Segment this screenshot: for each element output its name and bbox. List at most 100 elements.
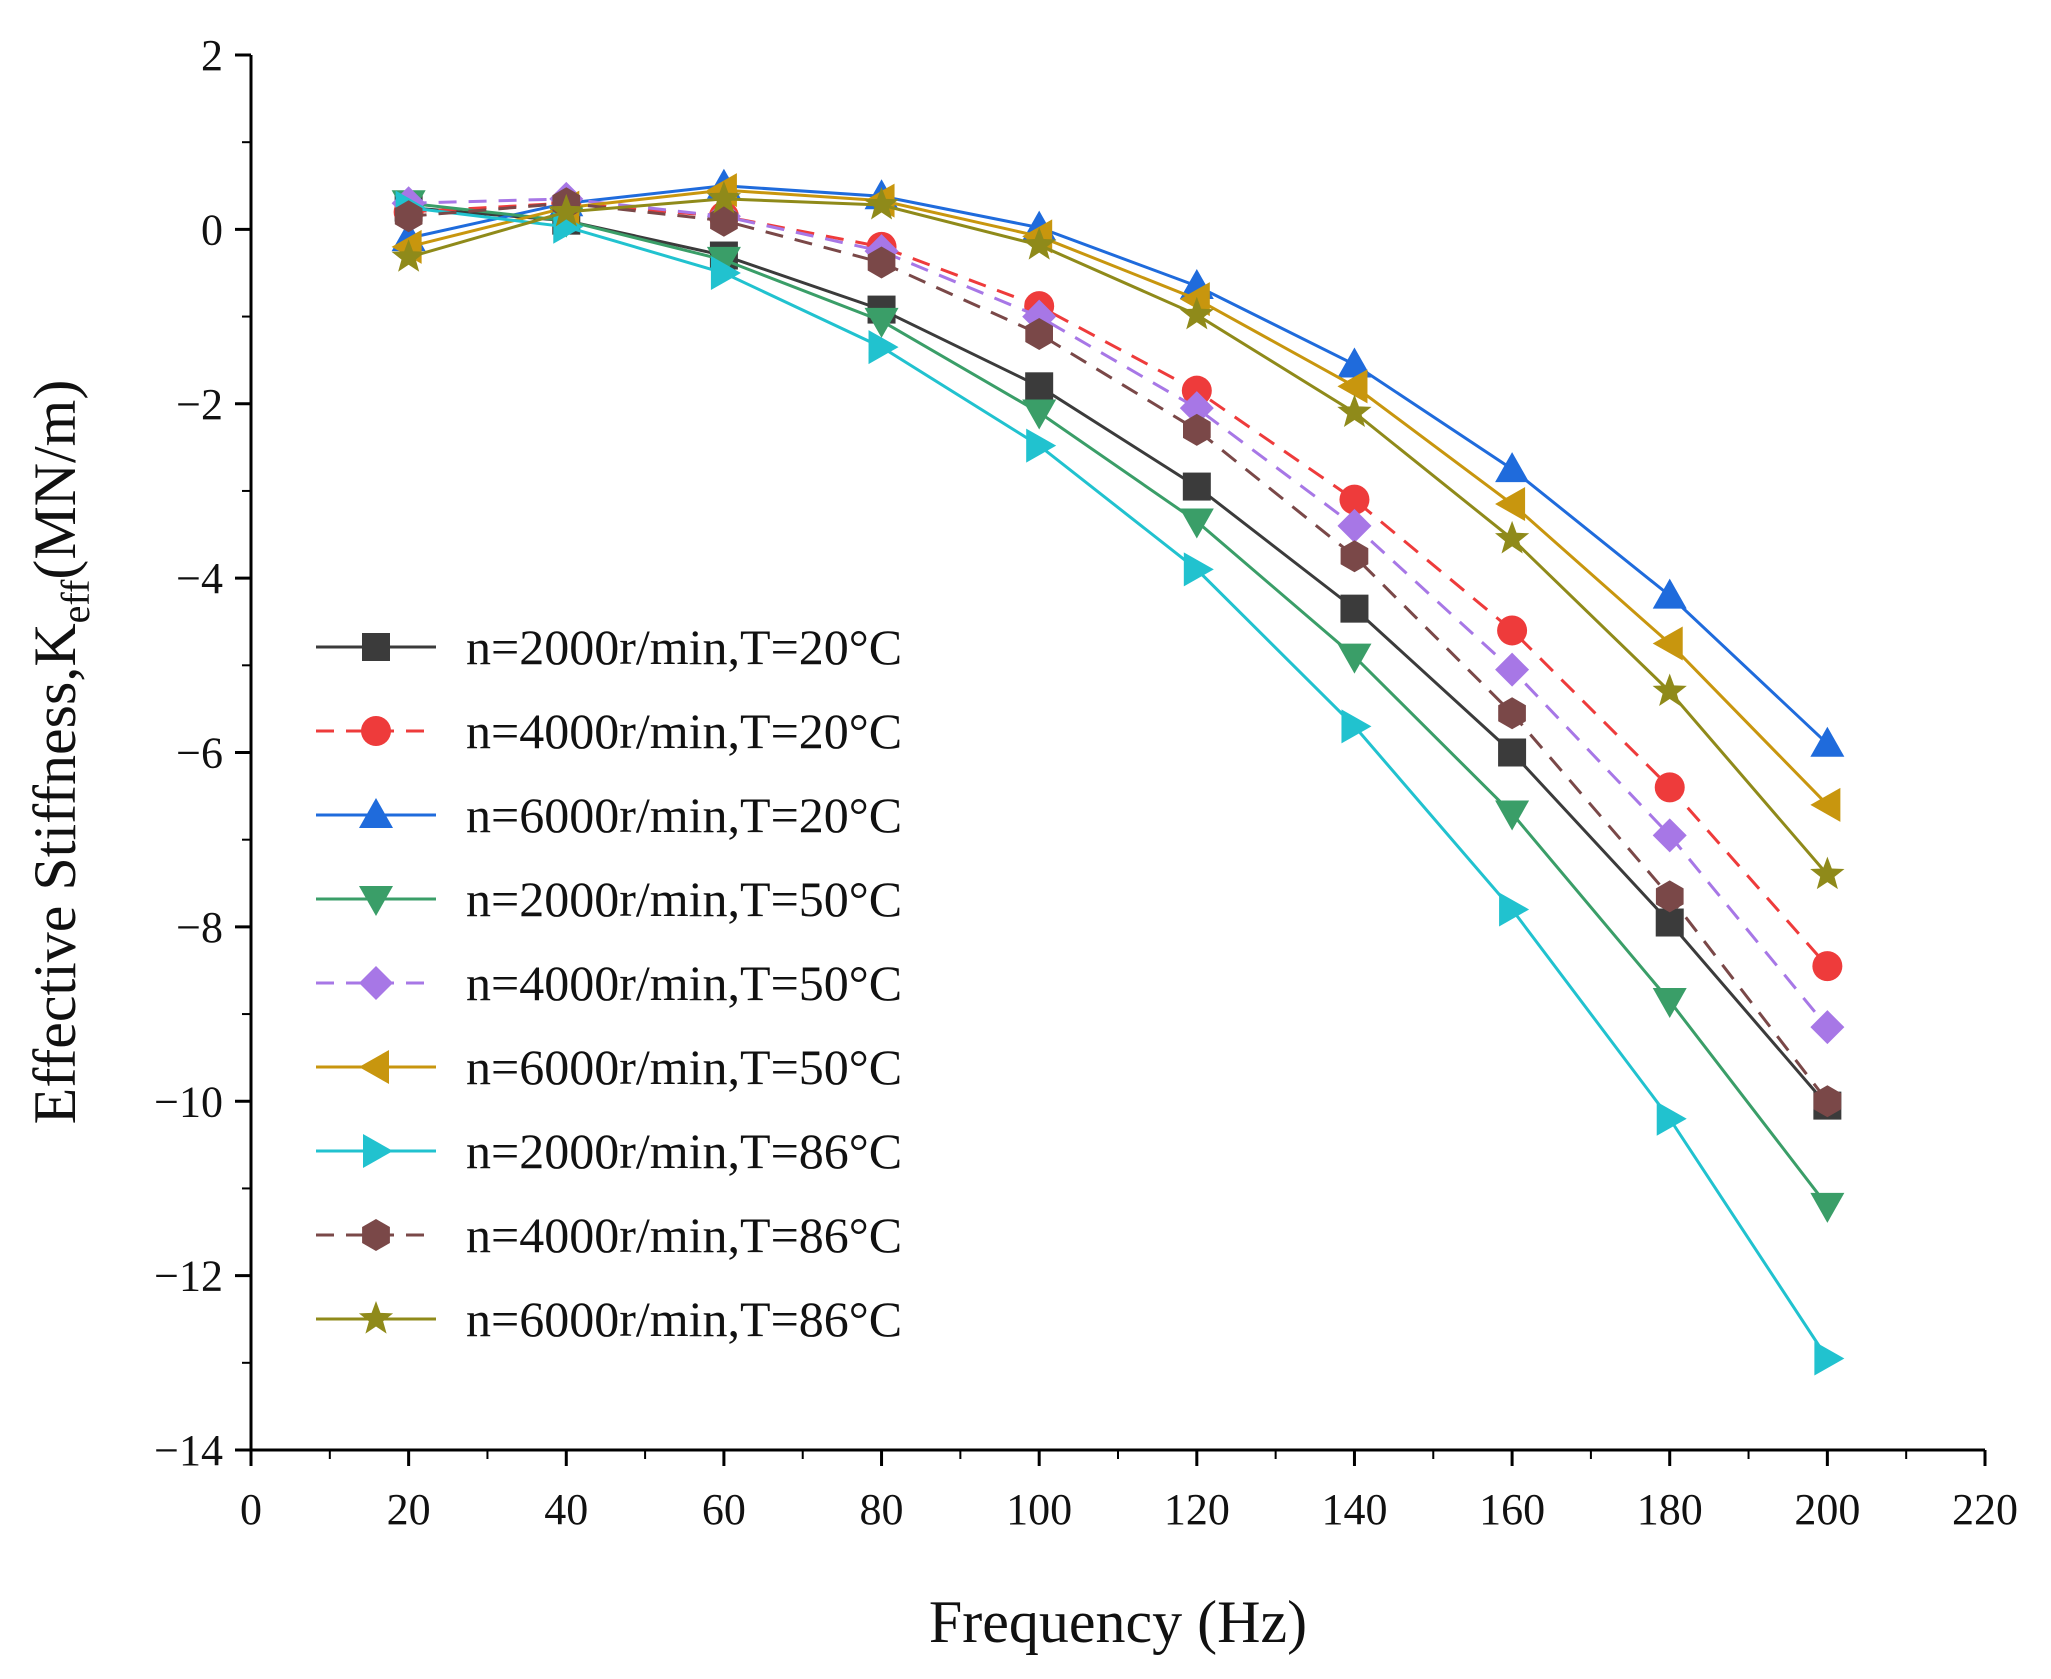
series-1-point: [1340, 594, 1369, 623]
legend-item: n=6000r/min,T=86°C: [316, 1291, 902, 1347]
series-6-line: [408, 188, 1829, 806]
legend-item: n=2000r/min,T=50°C: [316, 871, 902, 927]
series-7-point: [1341, 709, 1372, 744]
series-layer: [391, 168, 1845, 1376]
x-tick-label: 100: [1006, 1485, 1072, 1534]
series-8-point: [1813, 1085, 1842, 1118]
series-8-line: [408, 201, 1829, 1103]
y-tick-label: −12: [154, 1252, 223, 1301]
series-1-point: [1655, 908, 1684, 937]
series-6-point: [1179, 282, 1210, 317]
series-9-point: [706, 180, 741, 214]
legend-marker: [361, 716, 391, 746]
series-7-point: [1499, 892, 1530, 927]
series-1-line: [408, 206, 1829, 1107]
series-7: [395, 190, 1845, 1376]
series-7-point: [1814, 1341, 1845, 1376]
series-3-point: [1652, 578, 1687, 609]
x-tick-label: 180: [1637, 1485, 1703, 1534]
series-5-point: [1810, 1010, 1845, 1045]
legend-label: n=6000r/min,T=50°C: [466, 1039, 902, 1095]
series-5-point: [1337, 508, 1372, 543]
y-tick-label: −2: [176, 380, 223, 429]
series-7-line: [408, 206, 1829, 1360]
series-3-line: [408, 184, 1829, 745]
y-tick-label: −4: [176, 554, 223, 603]
series-8-point: [1498, 697, 1526, 730]
legend-item: n=2000r/min,T=86°C: [316, 1123, 902, 1179]
series-9: [391, 180, 1845, 890]
series-5-point: [1179, 391, 1214, 426]
x-tick-label: 120: [1164, 1485, 1230, 1534]
series-2-point: [1497, 615, 1528, 646]
series-9-point: [1337, 394, 1372, 427]
y-tick-label: 0: [201, 205, 223, 254]
x-tick-label: 20: [387, 1485, 431, 1534]
y-axis-title-subscript: eff: [53, 579, 98, 623]
x-tick-label: 200: [1794, 1485, 1860, 1534]
legend-label: n=6000r/min,T=20°C: [466, 787, 902, 843]
series-1-point: [1025, 372, 1054, 401]
series-3-point: [1495, 452, 1530, 483]
series-8-point: [1655, 880, 1684, 913]
y-tick-label: −8: [176, 903, 223, 952]
y-tick-label: −14: [154, 1426, 223, 1475]
series-9-point: [1810, 856, 1845, 890]
y-tick-label: −6: [176, 729, 223, 778]
x-tick-label: 220: [1952, 1485, 2018, 1534]
series-7-point: [868, 330, 899, 365]
series-9-point: [1179, 296, 1214, 330]
series-9-point: [1022, 227, 1057, 260]
series-4-point: [864, 307, 899, 338]
legend-item: n=4000r/min,T=20°C: [316, 703, 902, 759]
x-tick-label: 60: [702, 1485, 746, 1534]
series-8-point: [1340, 540, 1369, 573]
legend: n=2000r/min,T=20°C n=4000r/min,T=20°C n=60…: [316, 619, 902, 1347]
series-4-point: [1495, 800, 1530, 831]
x-tick-label: 0: [240, 1485, 262, 1534]
series-7-point: [1183, 552, 1214, 587]
legend-label: n=4000r/min,T=50°C: [466, 955, 902, 1011]
series-9-point: [1495, 520, 1530, 554]
series-1-point: [1182, 472, 1211, 501]
x-axis-ticks: 0 20 40 60 80 100 120 140 160 180 200 220: [240, 1450, 2018, 1534]
y-tick-label: −10: [154, 1077, 223, 1126]
series-8-point: [710, 204, 738, 237]
legend-marker: [359, 1050, 389, 1084]
series-4-point: [1022, 399, 1057, 430]
x-axis-title: Frequency (Hz): [929, 1589, 1307, 1655]
legend-label: n=2000r/min,T=20°C: [466, 619, 902, 675]
series-7-point: [1656, 1101, 1687, 1136]
series-5-line: [408, 197, 1829, 1029]
legend-marker: [363, 1134, 393, 1168]
series-9-point: [864, 187, 899, 220]
series-2-point: [1181, 375, 1212, 406]
series-9-point: [391, 239, 426, 272]
series-2-point: [1654, 772, 1685, 803]
x-tick-label: 160: [1479, 1485, 1545, 1534]
legend-label: n=4000r/min,T=20°C: [466, 703, 902, 759]
y-axis-ticks: 2 0 −2 −4 −6 −8 −10 −12 −14: [154, 31, 251, 1475]
legend-marker: [359, 886, 393, 916]
series-6-point: [1337, 369, 1368, 404]
legend-item: n=6000r/min,T=50°C: [316, 1039, 902, 1095]
legend-label: n=2000r/min,T=86°C: [466, 1123, 902, 1179]
x-tick-label: 80: [860, 1485, 904, 1534]
legend-item: n=4000r/min,T=86°C: [316, 1207, 902, 1263]
series-2-point: [1812, 951, 1843, 982]
series-3-point: [1337, 347, 1372, 378]
series-8-point: [1025, 318, 1053, 350]
series-2-point: [1339, 484, 1370, 515]
series-8-point: [867, 246, 896, 279]
y-tick-label: 2: [201, 31, 223, 80]
y-axis-title-unit: (MN/m): [22, 380, 88, 580]
series-4-point: [706, 246, 741, 277]
x-tick-label: 140: [1321, 1485, 1387, 1534]
series-5-point: [1652, 818, 1687, 853]
series-1-point: [1498, 738, 1527, 767]
legend-label: n=4000r/min,T=86°C: [466, 1207, 902, 1263]
series-4-line: [408, 201, 1829, 1207]
series-4-point: [1179, 508, 1214, 539]
legend-item: n=2000r/min,T=20°C: [316, 619, 902, 675]
